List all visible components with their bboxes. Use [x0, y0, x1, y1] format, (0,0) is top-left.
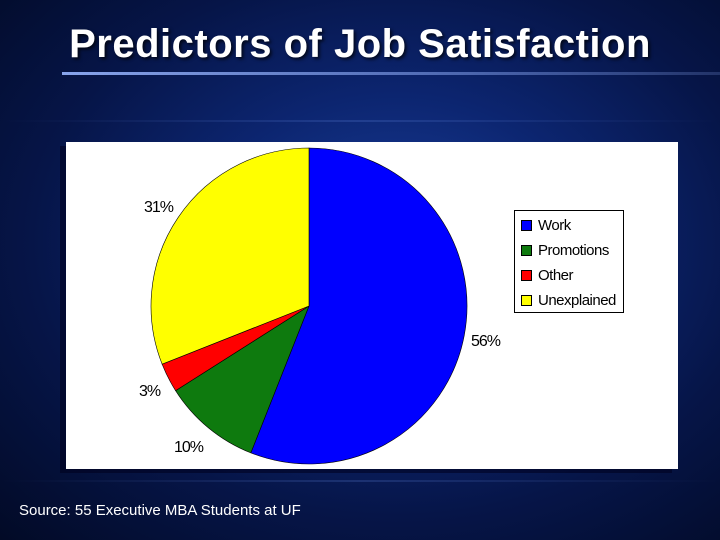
slide-title: Predictors of Job Satisfaction: [69, 22, 651, 66]
legend-label: Promotions: [538, 241, 609, 259]
legend-swatch: [521, 244, 532, 256]
slice-label-work: 56%: [471, 333, 501, 350]
legend-item-other: Other: [521, 265, 574, 285]
legend-item-promotions: Promotions: [521, 240, 609, 260]
pie-slice-unexplained: [150, 147, 310, 365]
slice-label-unexplained: 31%: [144, 199, 174, 216]
legend-label: Other: [538, 266, 574, 284]
legend-item-unexplained: Unexplained: [521, 290, 616, 310]
pie-slice-work: [250, 147, 468, 465]
legend-swatch: [521, 294, 532, 306]
source-note: Source: 55 Executive MBA Students at UF: [19, 502, 301, 519]
legend-label: Unexplained: [538, 291, 616, 309]
pie-slice-promotions: [175, 305, 310, 454]
slice-label-other: 3%: [139, 383, 161, 400]
chart-legend: Work Promotions Other Unexplained: [514, 210, 624, 313]
background-streak: [0, 120, 720, 122]
legend-label: Work: [538, 216, 571, 234]
chart-panel: 56% 10% 3% 31% Work Promotions Other Unexplain…: [66, 142, 678, 469]
legend-item-work: Work: [521, 215, 571, 235]
pie-chart: 56% 10% 3% 31%: [139, 147, 502, 465]
legend-swatch: [521, 269, 532, 281]
legend-swatch: [521, 219, 532, 231]
slice-label-promotions: 10%: [174, 439, 204, 456]
background-streak: [0, 480, 720, 482]
title-divider: [62, 72, 720, 75]
